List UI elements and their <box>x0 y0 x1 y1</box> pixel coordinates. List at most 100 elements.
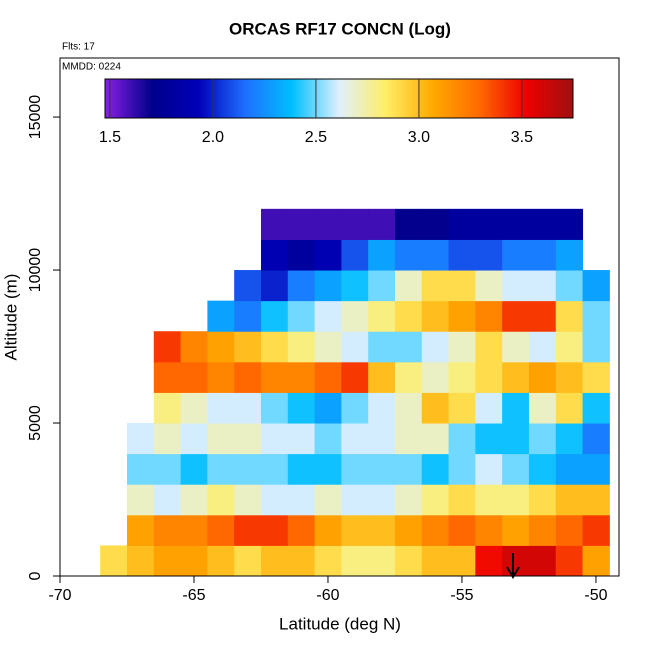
heat-cell <box>234 453 262 485</box>
heat-cell <box>153 361 182 393</box>
heat-cell <box>475 208 503 240</box>
heat-cell <box>421 300 450 332</box>
heat-cell <box>260 239 289 271</box>
heat-cell <box>287 361 316 393</box>
heat-cell <box>448 514 476 546</box>
heat-cell <box>421 514 450 546</box>
heat-cell <box>421 208 450 240</box>
heat-cell <box>260 361 289 393</box>
x-tick-label: -60 <box>316 587 339 604</box>
heat-cell <box>555 484 584 516</box>
heat-cell <box>582 361 610 393</box>
heat-cell <box>314 239 342 271</box>
heat-cell <box>394 361 423 393</box>
heat-cell <box>582 392 610 424</box>
chart-title: ORCAS RF17 CONCN (Log) <box>229 19 451 38</box>
heat-cell <box>394 300 423 332</box>
heat-cell <box>528 208 557 240</box>
heat-cell <box>153 331 182 363</box>
annotation: MMDD: 0224 <box>62 62 121 73</box>
heat-cell <box>234 331 262 363</box>
heat-cell <box>341 208 369 240</box>
heat-cell <box>394 514 423 546</box>
heat-cell <box>502 423 530 455</box>
heat-cell <box>448 392 476 424</box>
heat-cell <box>234 423 262 455</box>
heat-cell <box>582 545 610 577</box>
heat-cell <box>368 453 396 485</box>
heat-cell <box>368 484 396 516</box>
heat-cell <box>287 300 316 332</box>
heat-cell <box>448 361 476 393</box>
heat-cell <box>341 392 369 424</box>
heat-cell <box>528 514 557 546</box>
heat-cell <box>234 514 262 546</box>
heat-cell <box>475 270 503 302</box>
heat-cell <box>287 239 316 271</box>
heat-cell <box>475 453 503 485</box>
heat-cell <box>502 514 530 546</box>
heat-cell <box>582 300 610 332</box>
heat-cell <box>234 392 262 424</box>
heat-cell <box>368 331 396 363</box>
heat-cell <box>582 514 610 546</box>
heat-cell <box>314 484 342 516</box>
heat-cell <box>314 361 342 393</box>
heat-cell <box>207 484 235 516</box>
heat-cell <box>555 545 584 577</box>
heat-cell <box>555 270 584 302</box>
heat-cell <box>314 514 342 546</box>
heat-cell <box>502 361 530 393</box>
heat-cell <box>555 453 584 485</box>
x-tick-label: -50 <box>584 587 607 604</box>
heat-cell <box>475 361 503 393</box>
heat-cell <box>260 545 289 577</box>
heat-cell <box>207 514 235 546</box>
heat-cell <box>555 300 584 332</box>
heat-cell <box>394 484 423 516</box>
heat-cell <box>260 300 289 332</box>
heat-cell <box>448 270 476 302</box>
heat-cell <box>234 484 262 516</box>
heat-cell <box>180 331 208 363</box>
heat-cell <box>287 545 316 577</box>
heat-cell <box>582 453 610 485</box>
heat-cell <box>394 270 423 302</box>
heat-cell <box>421 423 450 455</box>
colorbar-tick-label: 2.0 <box>202 129 224 146</box>
heat-cell <box>475 514 503 546</box>
heat-cell <box>394 392 423 424</box>
heat-cell <box>448 331 476 363</box>
heat-cell <box>260 208 289 240</box>
heat-cell <box>582 423 610 455</box>
heat-cell <box>475 392 503 424</box>
heat-cell <box>475 545 503 577</box>
x-tick-label: -70 <box>48 587 71 604</box>
heat-cell <box>368 392 396 424</box>
arrow <box>506 553 520 579</box>
heat-cell <box>368 300 396 332</box>
heat-cell <box>555 514 584 546</box>
heat-cell <box>368 423 396 455</box>
plot-frame <box>59 57 620 577</box>
heat-cell <box>314 423 342 455</box>
heat-cell <box>207 331 235 363</box>
heat-cell <box>368 239 396 271</box>
heat-cell <box>234 545 262 577</box>
heat-cell <box>394 331 423 363</box>
heat-cell <box>234 300 262 332</box>
heat-cell <box>180 423 208 455</box>
heat-cell <box>421 361 450 393</box>
heat-cell <box>260 423 289 455</box>
heat-cell <box>421 331 450 363</box>
annotation: Flts: 17 <box>62 42 95 53</box>
heat-cell <box>314 270 342 302</box>
heat-cell <box>341 484 369 516</box>
heat-cell <box>287 514 316 546</box>
heat-cell <box>153 453 182 485</box>
heat-cell <box>287 392 316 424</box>
heat-cell <box>314 300 342 332</box>
heat-cell <box>341 453 369 485</box>
y-tick-label: 15000 <box>27 95 44 140</box>
heat-cell <box>234 270 262 302</box>
